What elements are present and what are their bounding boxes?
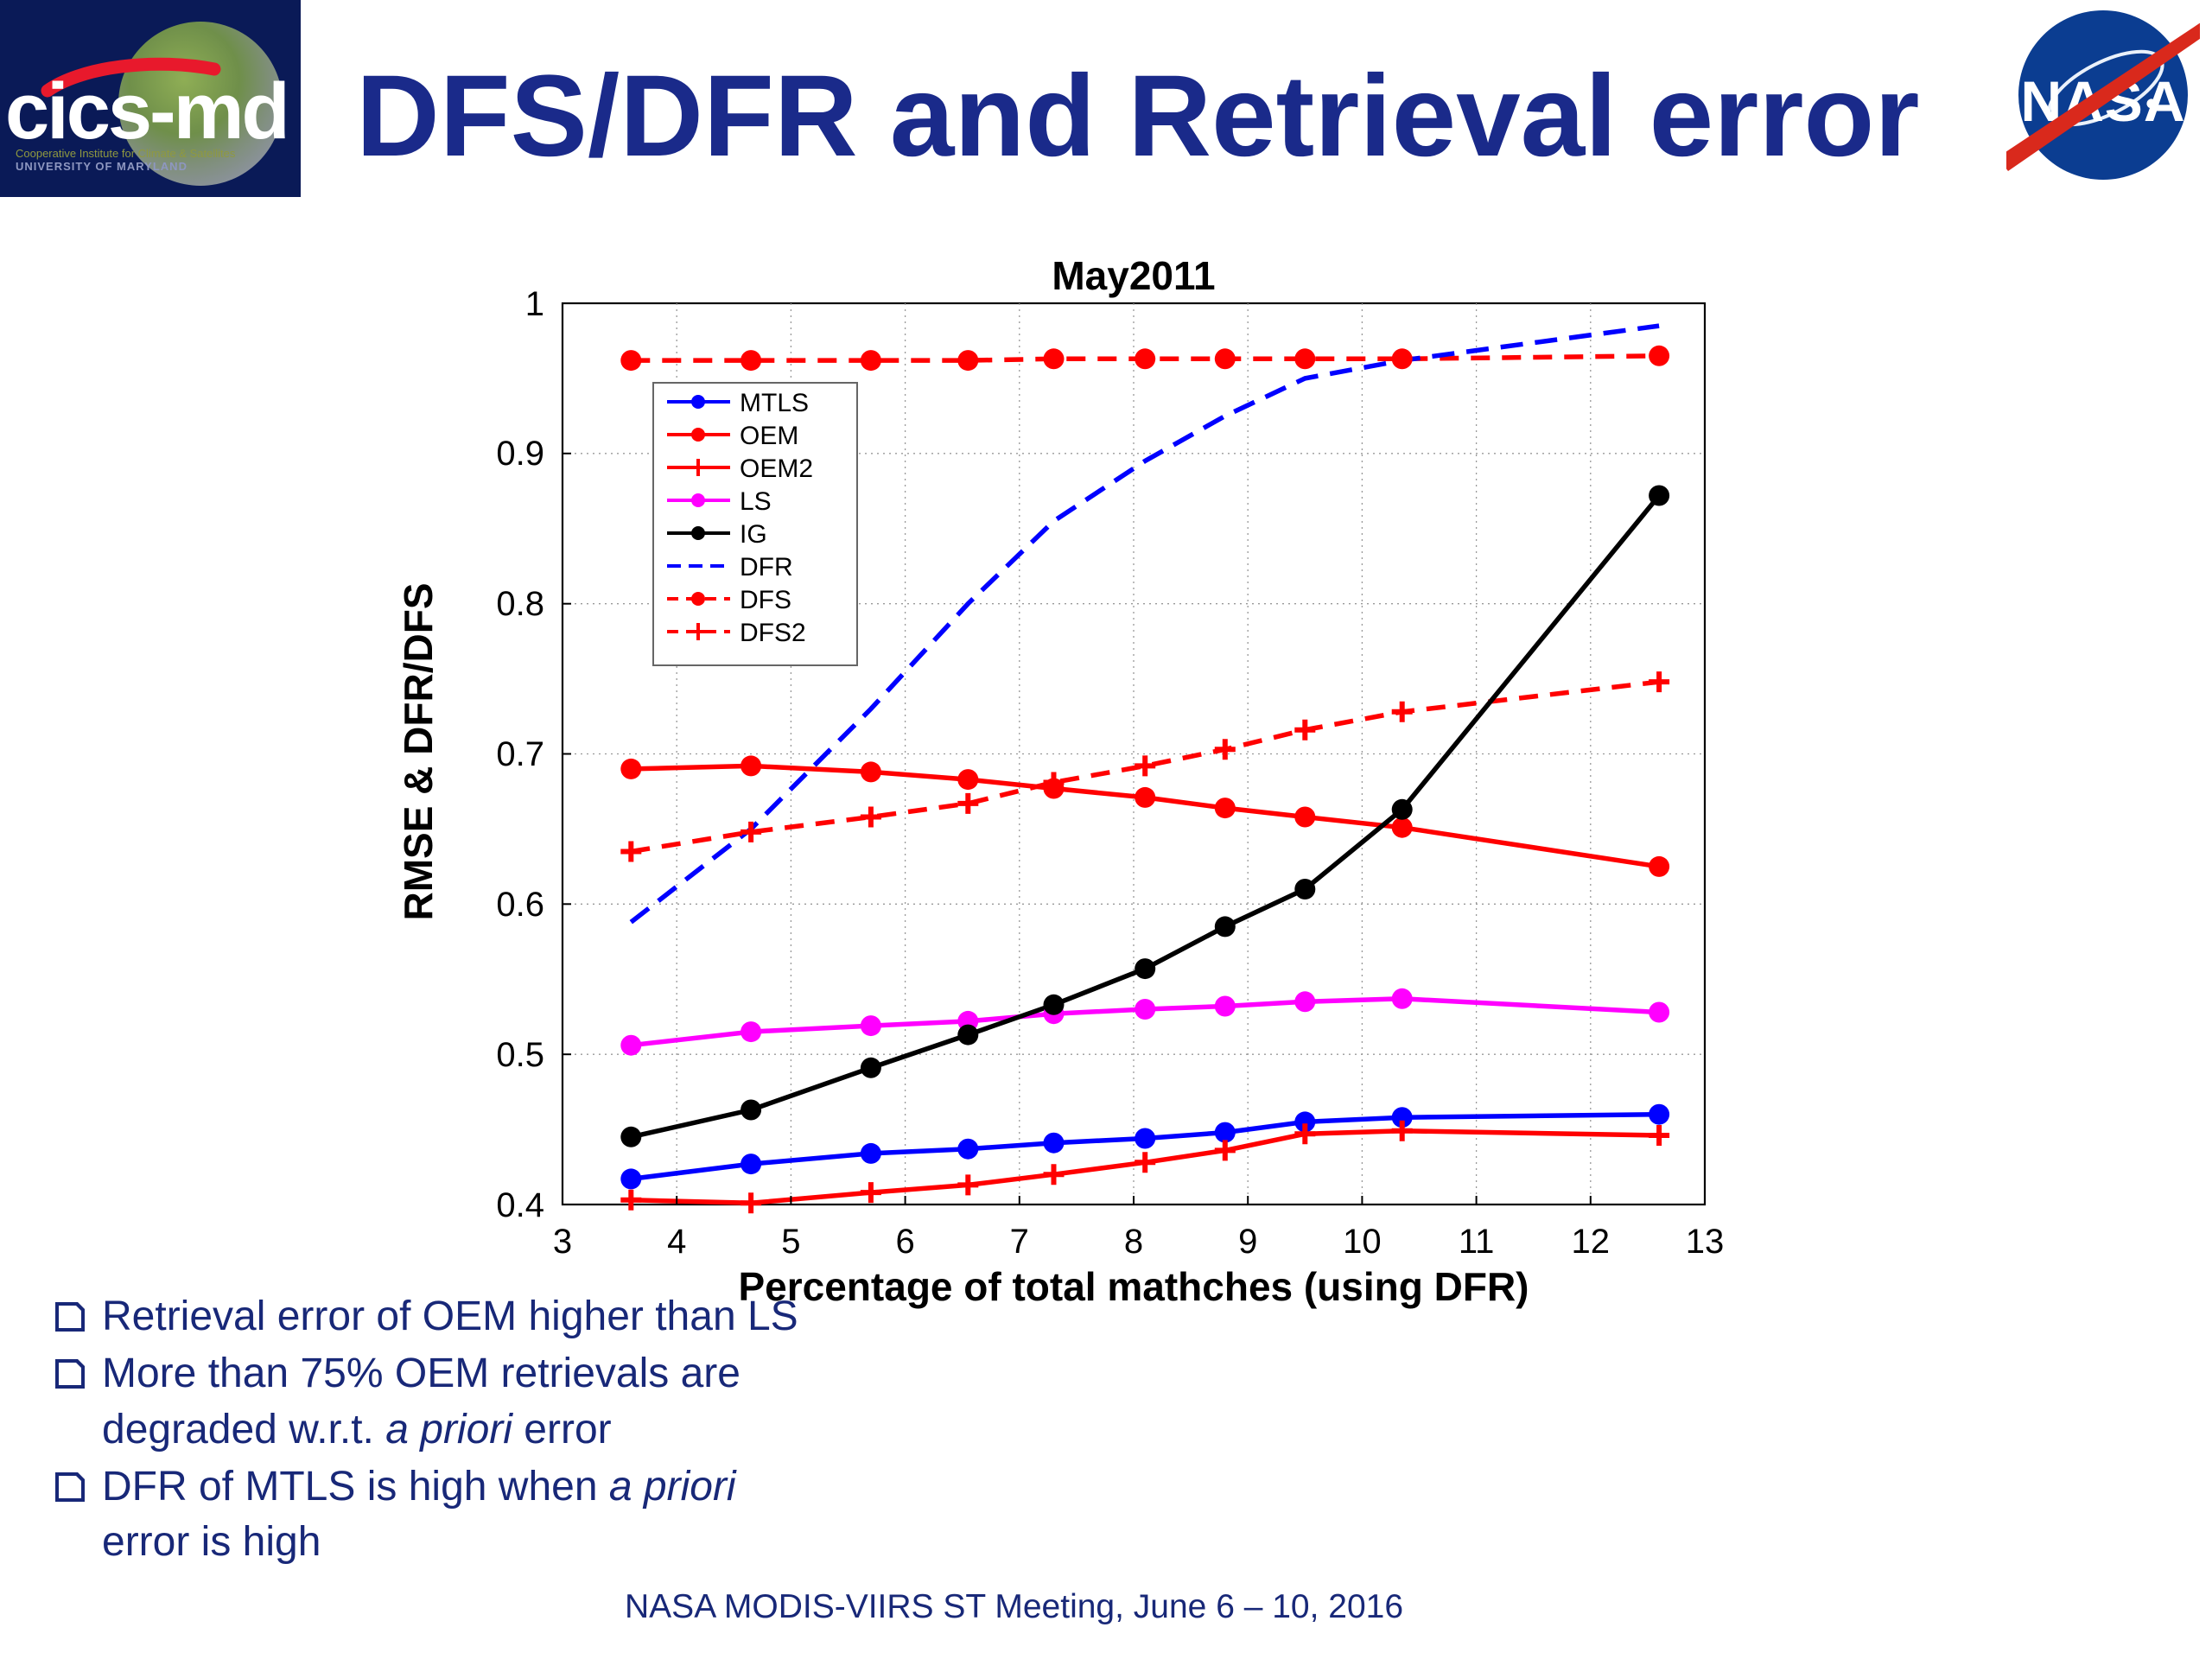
svg-text:RMSE & DFR/DFS: RMSE & DFR/DFS — [396, 583, 441, 921]
svg-text:0.5: 0.5 — [496, 1036, 544, 1074]
svg-text:11: 11 — [1459, 1223, 1495, 1261]
svg-text:DFR: DFR — [740, 553, 793, 582]
svg-text:5: 5 — [781, 1223, 800, 1261]
svg-text:7: 7 — [1010, 1223, 1029, 1261]
svg-text:May2011: May2011 — [1052, 253, 1215, 298]
svg-text:8: 8 — [1124, 1223, 1143, 1261]
svg-text:12: 12 — [1572, 1223, 1611, 1261]
svg-text:LS: LS — [740, 487, 772, 516]
svg-text:0.8: 0.8 — [496, 585, 544, 623]
svg-text:1: 1 — [525, 285, 544, 323]
svg-text:IG: IG — [740, 520, 767, 549]
svg-text:6: 6 — [895, 1223, 914, 1261]
svg-text:0.9: 0.9 — [496, 435, 544, 473]
svg-text:0.4: 0.4 — [496, 1186, 544, 1224]
svg-text:3: 3 — [553, 1223, 572, 1261]
svg-text:4: 4 — [667, 1223, 686, 1261]
svg-text:0.7: 0.7 — [496, 735, 544, 773]
svg-text:MTLS: MTLS — [740, 389, 809, 417]
svg-text:10: 10 — [1343, 1223, 1382, 1261]
svg-text:13: 13 — [1686, 1223, 1725, 1261]
svg-text:OEM2: OEM2 — [740, 454, 813, 483]
svg-text:DFS: DFS — [740, 586, 791, 614]
svg-text:DFS2: DFS2 — [740, 619, 806, 647]
svg-text:9: 9 — [1238, 1223, 1257, 1261]
svg-text:0.6: 0.6 — [496, 886, 544, 924]
svg-text:OEM: OEM — [740, 422, 798, 450]
